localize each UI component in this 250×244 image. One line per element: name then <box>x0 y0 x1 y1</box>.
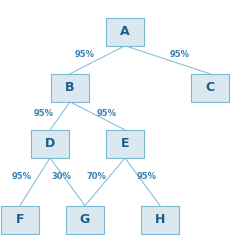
Text: H: H <box>155 213 165 226</box>
FancyBboxPatch shape <box>1 205 40 234</box>
Text: D: D <box>45 137 55 151</box>
Text: G: G <box>80 213 90 226</box>
Text: 30%: 30% <box>51 173 71 181</box>
Text: 95%: 95% <box>11 173 31 181</box>
Text: 95%: 95% <box>75 51 95 59</box>
Text: F: F <box>16 213 24 226</box>
Text: 95%: 95% <box>136 173 156 181</box>
Text: A: A <box>120 25 130 38</box>
Text: 95%: 95% <box>170 51 190 59</box>
FancyBboxPatch shape <box>140 205 179 234</box>
Text: 95%: 95% <box>96 109 116 118</box>
FancyBboxPatch shape <box>191 74 230 102</box>
Text: C: C <box>206 81 214 94</box>
FancyBboxPatch shape <box>50 74 90 102</box>
Text: B: B <box>65 81 75 94</box>
FancyBboxPatch shape <box>66 205 104 234</box>
FancyBboxPatch shape <box>106 130 144 158</box>
FancyBboxPatch shape <box>106 18 144 46</box>
Text: 70%: 70% <box>86 173 106 181</box>
Text: 95%: 95% <box>34 109 54 118</box>
Text: E: E <box>121 137 129 151</box>
FancyBboxPatch shape <box>31 130 70 158</box>
